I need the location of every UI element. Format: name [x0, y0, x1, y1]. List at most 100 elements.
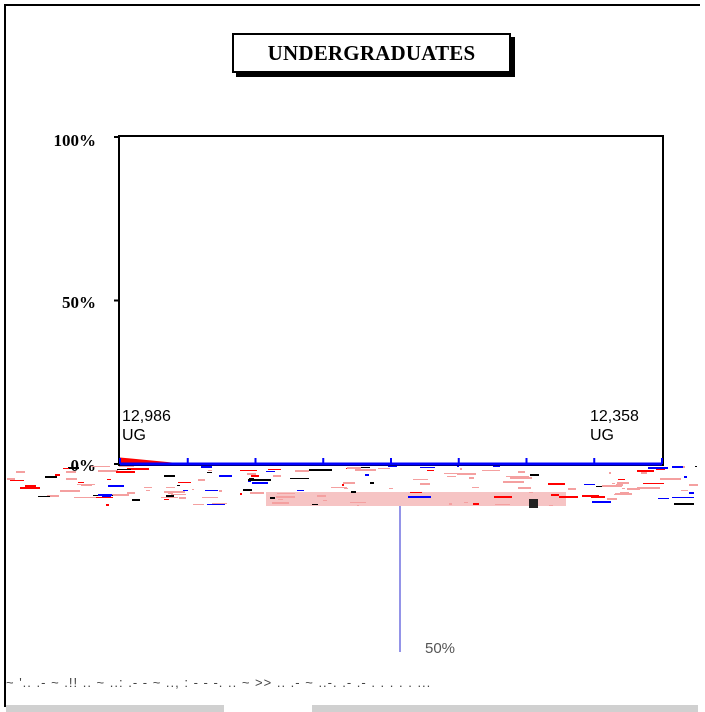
artifact-stroke [447, 476, 456, 477]
artifact-stroke [297, 490, 304, 491]
artifact-stroke [618, 479, 625, 480]
artifact-stroke [695, 466, 697, 467]
artifact-stroke [413, 479, 428, 480]
artifact-stroke [295, 470, 309, 472]
artifact-stroke [410, 492, 422, 493]
y-tick-100: 100% [53, 131, 97, 150]
artifact-stroke [192, 489, 194, 490]
artifact-stroke [251, 475, 259, 477]
artifact-square [529, 499, 538, 508]
artifact-stroke [243, 489, 252, 491]
artifact-stroke [643, 483, 664, 484]
artifact-stroke [278, 499, 283, 500]
artifact-stroke [201, 466, 212, 468]
artifact-stroke [177, 485, 180, 486]
artifact-stroke [193, 504, 204, 505]
artifact-stroke [350, 502, 366, 503]
artifact-stroke [47, 495, 59, 497]
artifact-stroke [684, 476, 687, 478]
artifact-stroke [178, 482, 191, 483]
artifact-stroke [317, 495, 326, 497]
artifact-stroke [388, 466, 397, 467]
artifact-stroke [408, 496, 431, 498]
artifact-stroke [420, 483, 430, 485]
artifact-stroke [70, 471, 72, 473]
artifact-stroke [10, 480, 24, 481]
y-tick-50: 50% [62, 293, 96, 312]
artifact-stroke [609, 472, 611, 474]
artifact-stroke [202, 497, 218, 498]
artifact-stroke [146, 490, 150, 491]
artifact-stroke [171, 494, 186, 495]
artifact-stroke [266, 471, 275, 472]
artifact-stroke [117, 469, 131, 470]
artifact-stroke [370, 482, 374, 484]
artifact-stroke [420, 467, 435, 468]
artifact-stroke [38, 496, 50, 497]
artifact-stroke [357, 505, 359, 506]
artifact-stroke [378, 468, 390, 469]
artifact-stroke [98, 470, 118, 472]
artifact-stroke [119, 466, 134, 467]
artifact-stroke [183, 490, 188, 491]
artifact-stroke [548, 483, 565, 485]
plot-area [118, 135, 664, 466]
artifact-stroke [365, 474, 369, 476]
lower-percent-label: 50% [425, 640, 456, 657]
artifact-stroke [592, 501, 611, 503]
artifact-stroke [164, 491, 185, 493]
artifact-stroke [482, 470, 500, 471]
artifact-stroke [343, 482, 355, 484]
artifact-stroke [355, 469, 376, 471]
annotation-left-value: 12,986 [122, 408, 171, 425]
artifact-stroke [510, 477, 532, 479]
artifact-stroke [276, 496, 295, 498]
artifact-stroke [78, 482, 84, 483]
artifact-stroke [63, 468, 69, 469]
artifact-stroke [503, 481, 524, 483]
artifact-stroke [132, 499, 140, 501]
artifact-stroke [112, 494, 129, 496]
artifact-stroke [248, 479, 271, 481]
artifact-stroke [449, 503, 452, 505]
artifact-stroke [344, 488, 348, 489]
annotation-left: 12,986 UG [122, 407, 171, 445]
artifact-stroke [622, 488, 625, 489]
artifact-stroke [219, 475, 232, 477]
annotation-right-value: 12,358 [590, 408, 639, 425]
artifact-stroke [240, 493, 242, 495]
artifact-stroke [55, 474, 60, 476]
artifact-stroke [584, 484, 595, 485]
artifact-stroke [549, 505, 553, 506]
artifact-stroke [179, 497, 186, 499]
artifact-stroke [290, 478, 309, 479]
artifact-stroke [164, 475, 175, 477]
artifact-stroke [77, 484, 95, 485]
artifact-stroke [648, 467, 668, 469]
artifact-stroke [92, 497, 113, 498]
artifact-stroke [270, 497, 275, 499]
artifact-stroke [68, 467, 79, 469]
artifact-stroke [250, 492, 264, 494]
artifact-stroke [268, 469, 281, 470]
artifact-stroke [582, 495, 599, 497]
artifact-stroke [272, 502, 289, 504]
artifact-stroke [98, 494, 112, 496]
artifact-stroke [166, 495, 174, 497]
artifact-stroke [144, 487, 152, 488]
artifact-stroke [672, 466, 683, 468]
artifact-stroke [127, 492, 135, 494]
artifact-stroke [460, 468, 462, 470]
artifact-stroke [207, 472, 212, 473]
artifact-stroke [627, 488, 640, 490]
artifact-stroke [323, 500, 327, 501]
artifact-stroke [20, 487, 40, 489]
artifact-stroke [660, 478, 681, 480]
artifact-stroke [45, 476, 57, 478]
render-artifact-band [6, 466, 698, 512]
artifact-stroke [208, 470, 212, 471]
artifact-strokes [7, 466, 698, 508]
bottom-bar-left [6, 705, 224, 712]
artifact-stroke [81, 485, 92, 486]
artifact-stroke [212, 503, 227, 504]
